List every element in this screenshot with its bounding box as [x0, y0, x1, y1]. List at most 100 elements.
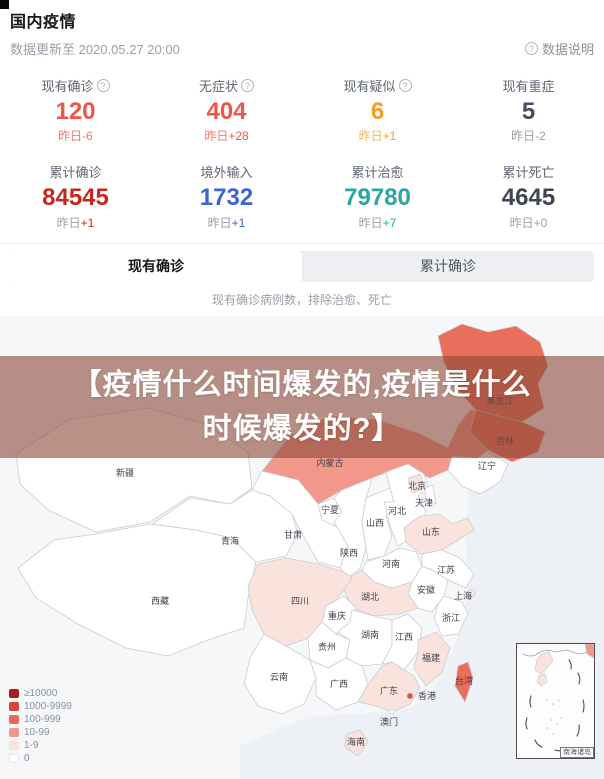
stat-delta: 昨日+7	[358, 215, 397, 230]
province-dot-macau[interactable]	[389, 709, 395, 715]
province-label-fujian: 福建	[422, 652, 440, 663]
legend-label: 1-9	[24, 740, 39, 752]
province-label-xizang: 西藏	[151, 595, 169, 606]
province-label-taiwan: 台湾	[455, 675, 473, 686]
province-label-ningxia: 宁夏	[321, 504, 339, 515]
province-label-guangdong: 广东	[380, 685, 398, 696]
province-label-chongqing: 重庆	[328, 610, 346, 621]
legend-swatch	[9, 728, 19, 738]
stat-cell-1: 无症状? 404 昨日+28	[151, 68, 302, 154]
stat-delta: 昨日+1	[358, 129, 397, 144]
tab-1[interactable]: 累计确诊	[420, 258, 476, 275]
province-label-hubei: 湖北	[361, 592, 379, 602]
province-label-hainan: 海南	[347, 736, 365, 747]
legend-swatch	[9, 689, 19, 699]
province-taiwan[interactable]	[454, 661, 474, 703]
province-fujian[interactable]	[413, 631, 451, 687]
stat-cell-3: 现有重症 5 昨日-2	[453, 68, 604, 154]
province-tianjin[interactable]	[424, 484, 437, 505]
stat-value: 79780	[344, 184, 411, 212]
stat-label: 现有疑似	[343, 79, 396, 94]
province-guangdong[interactable]	[357, 661, 421, 713]
info-icon[interactable]: ?	[241, 79, 254, 92]
info-icon[interactable]: ?	[398, 79, 412, 92]
stat-value: 120	[55, 98, 96, 125]
stat-cell-2: 现有疑似? 6 昨日+1	[302, 68, 453, 154]
stat-cell-6: 累计治愈 79780 昨日+7	[302, 154, 453, 240]
stat-label: 累计确诊	[49, 165, 102, 181]
province-label-yunnan: 云南	[270, 671, 288, 682]
province-label-hongkong: 香港	[418, 690, 436, 701]
inset-label: 南海诸岛	[560, 746, 594, 758]
legend-label: 10-99	[24, 727, 50, 739]
data-note-button[interactable]: ? 数据说明	[524, 39, 594, 58]
stat-value: 5	[521, 98, 536, 125]
province-label-liaoning: 辽宁	[478, 460, 496, 471]
province-qinghai[interactable]	[150, 489, 299, 563]
stat-delta: 昨日-6	[58, 129, 93, 144]
screenshot-corner-artifact	[0, 0, 9, 9]
province-label-anhui: 安徽	[417, 584, 435, 595]
tab-section: 现有确诊 累计确诊	[0, 242, 604, 282]
province-label-neimenggu: 内蒙古	[316, 457, 343, 468]
stat-cell-5: 境外输入 1732 昨日+1	[151, 154, 302, 240]
stat-value: 84545	[42, 184, 109, 212]
info-icon[interactable]: ?	[96, 79, 110, 92]
sea-area	[240, 455, 604, 779]
stat-cell-7: 累计死亡 4645 昨日+0	[453, 154, 604, 240]
legend-label: 1000-9999	[24, 701, 72, 713]
stat-value: 4645	[501, 184, 556, 212]
province-label-qinghai: 青海	[221, 535, 239, 546]
stat-delta: 昨日+1	[56, 215, 95, 230]
province-label-guizhou: 贵州	[318, 641, 336, 652]
province-label-macau: 澳门	[380, 716, 398, 727]
banner-line-2: 时候爆发的?】	[202, 412, 402, 445]
legend-label: ≥10000	[24, 688, 58, 700]
stats-grid: 现有确诊? 120 昨日-6 无症状? 404 昨日+28 现有疑似? 6 昨日+1 现有重症 5 昨…	[0, 62, 604, 243]
stat-label: 无症状	[198, 79, 238, 94]
province-label-sichuan: 四川	[291, 596, 309, 606]
updated-timestamp: 数据更新至 2020.05.27 20:00	[10, 42, 180, 57]
stat-label: 境外输入	[200, 165, 253, 181]
question-circle-icon: ?	[524, 42, 538, 55]
province-zhejiang[interactable]	[433, 595, 469, 637]
province-label-shanghai: 上海	[454, 590, 472, 601]
province-label-jiangxi: 江西	[395, 632, 413, 642]
data-note-label: 数据说明	[541, 42, 594, 57]
legend-swatch	[9, 715, 19, 725]
legend-label: 0	[24, 753, 30, 765]
stat-label: 累计治愈	[351, 165, 404, 181]
stat-delta: 昨日+1	[207, 215, 246, 230]
province-label-hebei: 河北	[388, 505, 406, 516]
stat-label: 累计死亡	[502, 165, 555, 181]
stat-delta: 昨日-2	[511, 129, 546, 144]
banner-line-1: 【疫情什么时间爆发的,疫情是什么	[72, 368, 532, 401]
province-sichuan[interactable]	[247, 557, 353, 647]
province-label-shanxi: 山西	[366, 518, 384, 528]
stat-value: 404	[206, 98, 247, 125]
province-label-jiangsu: 江苏	[437, 564, 455, 575]
province-shandong[interactable]	[403, 513, 475, 555]
province-label-shandong: 山东	[422, 526, 440, 537]
inset-map-svg	[517, 643, 594, 752]
province-gansu[interactable]	[251, 470, 349, 569]
province-label-henan: 河南	[382, 558, 400, 569]
province-label-tianjin: 天津	[415, 498, 433, 508]
tab-0[interactable]: 现有确诊	[10, 250, 302, 282]
map-caption: 现有确诊病例数，排除治愈、死亡	[211, 292, 392, 307]
province-xizang[interactable]	[17, 523, 257, 657]
province-yunnan[interactable]	[243, 633, 317, 715]
stat-label: 现有重症	[502, 79, 555, 94]
page-title: 国内疫情	[10, 14, 77, 31]
province-dot-shanghai[interactable]	[468, 588, 476, 597]
south-china-sea-inset: 南海诸岛	[516, 642, 595, 759]
map-legend: ≥10000 1000-9999 100-999 10-99 1-9 0	[9, 687, 72, 765]
stat-cell-0: 现有确诊? 120 昨日-6	[0, 68, 151, 154]
legend-item: 0	[9, 753, 72, 765]
tab-bar: 现有确诊 累计确诊	[10, 250, 594, 282]
legend-swatch	[9, 754, 19, 764]
legend-label: 100-999	[24, 714, 61, 726]
province-dot-hongkong[interactable]	[406, 692, 414, 700]
legend-item: ≥10000	[9, 688, 72, 700]
legend-item: 1000-9999	[9, 701, 72, 713]
